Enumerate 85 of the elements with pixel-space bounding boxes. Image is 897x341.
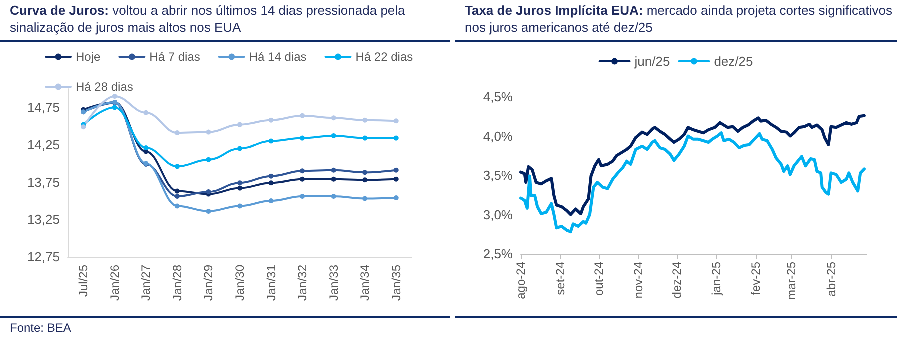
point: [238, 186, 242, 191]
x-tick-label: Jan/34: [358, 264, 372, 302]
point: [331, 116, 336, 121]
point: [112, 105, 118, 110]
legend-label: Há 14 dias: [249, 50, 307, 64]
point: [268, 174, 274, 179]
point: [362, 170, 368, 176]
chart-title: Taxa de Juros Implícita EUA: mercado ainda projeta cortes significativos nos juros americanos até dez/25: [455, 2, 897, 42]
point: [268, 180, 274, 186]
x-tick-label: ago-24: [514, 262, 528, 300]
x-tick-label: Jan/28: [170, 264, 184, 302]
point: [81, 124, 86, 130]
x-tick-label: Jan/30: [233, 264, 247, 302]
point: [144, 110, 149, 116]
y-tick-label: 12,75: [27, 250, 60, 264]
x-tick-label: Jan/29: [202, 264, 216, 302]
y-tick-label: 4,0%: [483, 128, 514, 144]
x-tick-label: dez-24: [670, 262, 684, 299]
point: [112, 94, 118, 99]
x-tick-label: set-24: [554, 262, 568, 296]
x-tick-label: mar-25: [784, 262, 799, 300]
point: [174, 130, 180, 136]
point: [394, 176, 399, 182]
y-tick-label: 13,75: [27, 174, 60, 190]
point: [238, 180, 242, 186]
legend-label: jun/25: [634, 54, 670, 69]
point: [362, 136, 368, 141]
y-tick-label: 3,0%: [483, 207, 514, 222]
point: [238, 146, 242, 152]
point: [238, 204, 242, 209]
y-tick-label: 4,5%: [483, 90, 514, 104]
chart-title: Curva de Juros: voltou a abrir nos últimos 14 dias pressionada pela sinalização de juros mais altos nos EUA: [0, 2, 450, 42]
point: [300, 168, 306, 174]
point: [206, 130, 212, 135]
point: [300, 194, 306, 200]
legend-label: Há 7 dias: [150, 50, 200, 64]
y-tick-label: 13,25: [27, 212, 60, 228]
x-tick-label: Jan/26: [108, 264, 122, 302]
legend-label: dez/25: [714, 54, 754, 69]
point: [362, 118, 368, 123]
point: [300, 176, 306, 182]
x-tick-label: Jan/33: [326, 264, 341, 302]
point: [331, 176, 336, 182]
point: [331, 168, 336, 173]
point: [268, 118, 274, 123]
point: [394, 196, 399, 201]
point: [394, 168, 399, 173]
point: [268, 138, 274, 144]
point: [174, 194, 180, 200]
x-tick-label: jan-25: [709, 262, 724, 296]
y-tick-label: 3,5%: [483, 168, 514, 183]
x-tick-label: Jan/31: [264, 264, 278, 302]
x-tick-label: out-24: [592, 262, 606, 296]
point: [300, 113, 306, 118]
x-tick-label: Jan/32: [296, 264, 310, 302]
line-series: [520, 114, 866, 216]
point: [174, 188, 180, 194]
point: [206, 208, 212, 214]
point: [174, 164, 180, 170]
point: [174, 204, 180, 209]
x-tick-label: abr-25: [824, 262, 838, 297]
line-series: [520, 132, 866, 234]
point: [238, 122, 242, 128]
x-tick-label: nov-24: [631, 262, 646, 299]
y-tick-label: 14,75: [27, 100, 60, 116]
x-tick-label: Jul/25: [76, 264, 91, 298]
x-tick-label: Jan/27: [139, 264, 154, 302]
x-tick-label: fev-25: [748, 262, 763, 296]
legend-label: Há 22 dias: [356, 50, 414, 64]
legend-label: Hoje: [76, 50, 102, 64]
y-tick-label: 14,25: [27, 138, 60, 152]
y-tick-label: 2,5%: [483, 246, 514, 262]
point: [331, 194, 336, 200]
point: [394, 118, 399, 124]
point: [331, 134, 336, 139]
legend-label: Há 28 dias: [76, 80, 134, 94]
source-note: Fonte: BEA: [10, 321, 72, 335]
point: [394, 136, 399, 141]
point: [362, 196, 368, 202]
point: [268, 198, 274, 204]
point: [144, 145, 149, 150]
point: [206, 157, 212, 162]
point: [362, 178, 368, 183]
x-tick-label: Jan/35: [389, 264, 404, 302]
point: [300, 136, 306, 141]
